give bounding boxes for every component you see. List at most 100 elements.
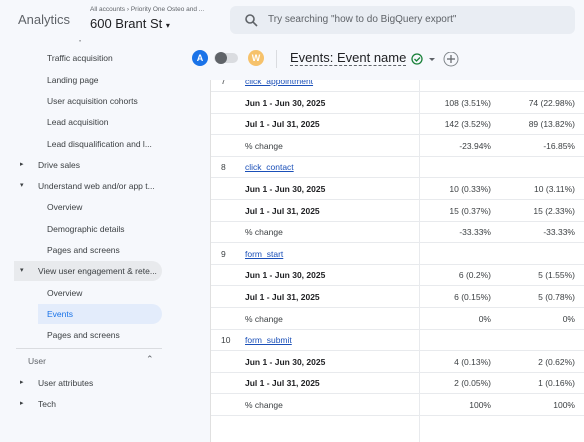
- metric-value: 2 (0.05%): [454, 378, 491, 389]
- nav-item[interactable]: User acquisition cohorts: [38, 91, 162, 111]
- nav-label[interactable]: Overview: [47, 202, 83, 213]
- row-label: Jul 1 - Jul 31, 2025: [245, 292, 320, 302]
- nav-item[interactable]: Overview: [38, 197, 162, 217]
- breadcrumb-item[interactable]: All accounts: [90, 6, 126, 13]
- event-row: 7 click_appointment: [211, 80, 584, 92]
- metric-value: -16.85%: [543, 140, 575, 151]
- nav-label[interactable]: Lead acquisition: [47, 117, 109, 128]
- nav-item[interactable]: Traffic acquisition: [38, 48, 162, 68]
- comparison-row: Jul 1 - Jul 31, 2025 142 (3.52%) 89 (13.82…: [211, 113, 584, 136]
- nav-label[interactable]: Lead disqualification and l...: [47, 138, 152, 149]
- dimension-controls[interactable]: [410, 52, 464, 68]
- nav-label[interactable]: Demographic details: [47, 223, 125, 234]
- metric-value: 15 (2.33%): [533, 205, 575, 216]
- comparison-row: Jun 1 - Jun 30, 2025 4 (0.13%) 2 (0.62%): [211, 351, 584, 373]
- metric-value: 100%: [553, 400, 575, 410]
- event-row: 9 form_start: [211, 243, 584, 265]
- chevron-icon: ›: [126, 6, 130, 13]
- metric-value: 0%: [478, 313, 491, 324]
- nav-item[interactable]: Events: [38, 303, 162, 324]
- nav-label[interactable]: Traffic acquisition: [47, 53, 113, 64]
- expand-arrow: ▾: [20, 267, 24, 275]
- dimension-selector[interactable]: Events: Event name: [290, 50, 407, 66]
- avatar[interactable]: W: [248, 50, 264, 66]
- event-link[interactable]: form_submit: [245, 335, 292, 346]
- nav-item[interactable]: User acquisition: [38, 40, 162, 47]
- property-selector[interactable]: 600 Brant St ▾: [90, 16, 170, 31]
- nav-label[interactable]: Landing page: [47, 74, 99, 85]
- expand-arrow: ▸: [20, 400, 24, 408]
- search-box[interactable]: Try searching "how to do BigQuery export…: [230, 6, 575, 34]
- nav-item[interactable]: Landing page: [38, 70, 162, 90]
- dropdown-icon: ▾: [165, 21, 170, 30]
- avatar[interactable]: A: [192, 50, 208, 66]
- nav-label[interactable]: User acquisition cohorts: [47, 95, 138, 106]
- nav-label[interactable]: Understand web and/or app t...: [38, 181, 155, 192]
- metric-value: 74 (22.98%): [528, 97, 575, 108]
- metric-value: 10 (0.33%): [449, 184, 491, 194]
- nav-label[interactable]: User attributes: [38, 378, 94, 388]
- product-name: Analytics: [18, 12, 71, 27]
- comparison-row: % change -33.33% -33.33%: [211, 221, 584, 244]
- metric-value: 89 (13.82%): [528, 119, 575, 130]
- metric-value: 1 (0.16%): [538, 378, 575, 389]
- row-label: Jun 1 - Jun 30, 2025: [245, 356, 326, 367]
- event-link[interactable]: click_appointment: [245, 80, 314, 86]
- search-placeholder: Try searching "how to do BigQuery export…: [268, 14, 457, 25]
- metric-value: 5 (0.78%): [538, 292, 575, 302]
- metric-value: 0%: [562, 313, 575, 324]
- top-bar: Analytics All accounts › Priority One Os…: [0, 0, 584, 40]
- event-link[interactable]: click_contact: [245, 162, 294, 173]
- nav-item[interactable]: Pages and screens: [38, 240, 162, 260]
- nav-label[interactable]: User acquisition: [47, 40, 107, 42]
- nav-item[interactable]: ▸ Tech: [14, 394, 162, 414]
- comparison-row: % change -23.94% -16.85%: [211, 135, 584, 157]
- comparison-row: % change 100% 100%: [211, 394, 584, 416]
- metric-value: 6 (0.2%): [458, 270, 491, 281]
- nav-label[interactable]: View user engagement & rete...: [38, 266, 157, 277]
- metric-value: -33.33%: [459, 227, 491, 238]
- row-label: % change: [245, 313, 283, 324]
- nav-label[interactable]: Events: [47, 308, 73, 319]
- row-label: Jun 1 - Jun 30, 2025: [245, 97, 326, 108]
- metric-value: 6 (0.15%): [454, 292, 491, 302]
- nav-divider: [16, 348, 162, 349]
- nav-item[interactable]: ▸ Drive sales: [14, 155, 162, 175]
- nav-label[interactable]: Tech: [38, 399, 56, 410]
- nav-item[interactable]: ▸ User attributes: [14, 373, 162, 393]
- nav-item[interactable]: ▾ Understand web and/or app t...: [14, 176, 162, 196]
- row-label: Jun 1 - Jun 30, 2025: [245, 184, 326, 194]
- nav-label[interactable]: Overview: [47, 287, 83, 298]
- nav-label[interactable]: Pages and screens: [47, 330, 120, 341]
- row-index: 9: [221, 248, 226, 259]
- metric-value: -23.94%: [459, 140, 491, 151]
- nav-item[interactable]: Lead disqualification and l...: [38, 134, 162, 154]
- metric-value: 100%: [469, 400, 491, 410]
- toggle[interactable]: [214, 51, 240, 65]
- comparison-row: Jun 1 - Jun 30, 2025 108 (3.51%) 74 (22.98…: [211, 92, 584, 114]
- row-label: % change: [245, 140, 283, 151]
- nav-label[interactable]: Pages and screens: [47, 245, 120, 255]
- nav-item[interactable]: Lead acquisition: [38, 112, 162, 132]
- property-name[interactable]: 600 Brant St: [90, 16, 163, 31]
- breadcrumb-item[interactable]: Priority One Osteo and ...: [130, 6, 205, 13]
- event-link[interactable]: form_start: [245, 248, 284, 259]
- metric-value: -33.33%: [543, 227, 575, 238]
- nav-label[interactable]: Drive sales: [38, 159, 81, 170]
- row-label: % change: [245, 400, 283, 410]
- row-index: 10: [221, 335, 231, 346]
- nav-item[interactable]: ▾ View user engagement & rete...: [14, 261, 162, 282]
- row-label: % change: [245, 227, 283, 238]
- row-label: Jul 1 - Jul 31, 2025: [245, 205, 320, 216]
- events-table: 7 click_appointment Jun 1 - Jun 30, 2025 10…: [210, 80, 584, 442]
- breadcrumb[interactable]: All accounts › Priority One Osteo and ..…: [90, 6, 204, 13]
- nav-item[interactable]: Pages and screens: [38, 325, 162, 345]
- nav-item[interactable]: Demographic details: [38, 219, 162, 239]
- metric-value: 2 (0.62%): [538, 356, 575, 367]
- expand-arrow: ▸: [20, 379, 24, 386]
- section-header[interactable]: User: [28, 356, 46, 366]
- comparison-row: Jul 1 - Jul 31, 2025 6 (0.15%) 5 (0.78%): [211, 286, 584, 308]
- search-icon: [245, 14, 258, 27]
- nav-item[interactable]: Overview: [38, 283, 162, 303]
